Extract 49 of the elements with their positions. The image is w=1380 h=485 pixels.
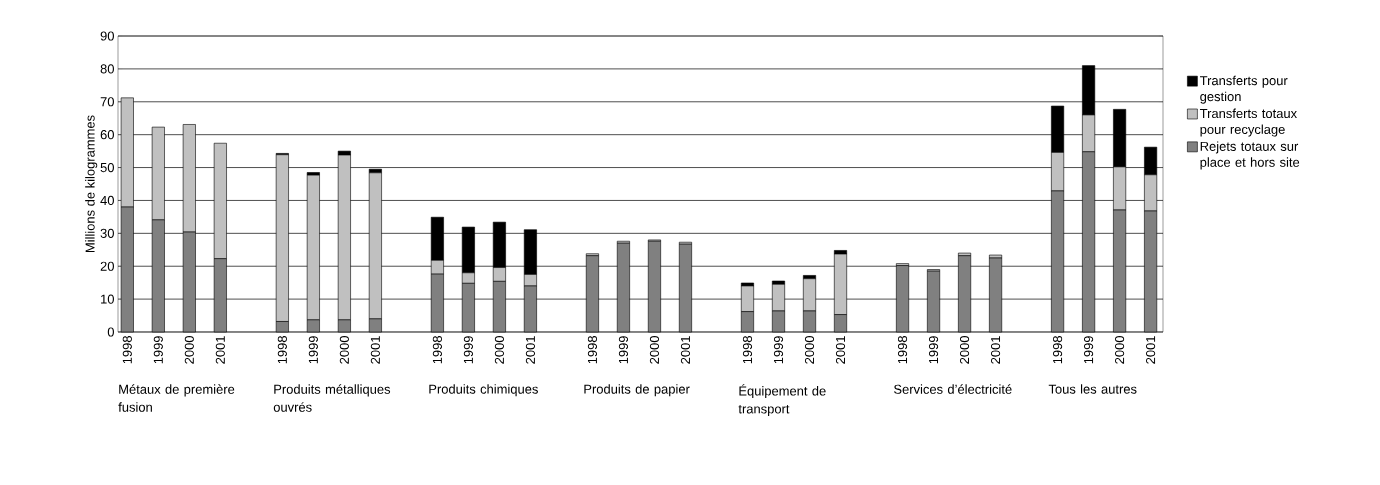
x-tick-label: 1998 bbox=[122, 336, 132, 364]
y-tick-label: 10 bbox=[101, 294, 114, 304]
x-tick-label: 2000 bbox=[649, 336, 660, 364]
x-tick-label: 2000 bbox=[494, 336, 504, 364]
text: Équipement de transport bbox=[738, 384, 826, 417]
y-tick-label: 40 bbox=[100, 195, 114, 206]
x-tick-label: 1998 bbox=[277, 336, 287, 364]
x-tick-label: 2000 bbox=[184, 336, 194, 364]
x-tick-label: 1999 bbox=[928, 336, 939, 364]
text: Métaux de première fusion bbox=[118, 384, 235, 412]
x-tick-label: 1999 bbox=[773, 336, 784, 364]
y-tick-label: 80 bbox=[100, 64, 114, 74]
x-tick-label: 1998 bbox=[897, 336, 908, 364]
y-tick-label: 20 bbox=[100, 261, 114, 271]
x-tick-label: 1998 bbox=[432, 336, 442, 364]
y-tick-label: 90 bbox=[100, 31, 114, 41]
text: Produits métalliques ouvrés bbox=[273, 384, 391, 412]
x-tick-label: 2001 bbox=[680, 336, 691, 364]
y-axis-title: Millions de kilogrammes bbox=[85, 115, 98, 253]
x-tick-label: 1999 bbox=[153, 336, 163, 364]
y-tick-label: 60 bbox=[100, 130, 114, 140]
y-tick-label: 30 bbox=[100, 228, 114, 238]
x-tick-label: 1999 bbox=[618, 336, 629, 364]
text: Services d’électricité bbox=[894, 384, 1012, 394]
x-tick-label: 1999 bbox=[308, 336, 318, 364]
y-tick-label: 0 bbox=[107, 327, 114, 337]
x-tick-label: 2001 bbox=[835, 336, 846, 364]
x-tick-label: 2001 bbox=[525, 336, 535, 364]
legend-label: Transferts pour gestion bbox=[1199, 75, 1288, 104]
legend-label: Transferts totaux pour recyclage bbox=[1199, 108, 1297, 137]
text: Tous les autres bbox=[1048, 384, 1137, 394]
x-tick-label: 2001 bbox=[1146, 336, 1156, 364]
x-tick-label: 2000 bbox=[959, 336, 970, 364]
text: Produits chimiques bbox=[429, 384, 538, 397]
x-tick-label: 1999 bbox=[1083, 336, 1094, 364]
y-tick-label: 50 bbox=[100, 162, 114, 173]
x-tick-label: 1999 bbox=[463, 336, 473, 364]
y-tick-label: 70 bbox=[100, 97, 114, 107]
x-tick-label: 2001 bbox=[370, 336, 380, 364]
x-tick-label: 1998 bbox=[587, 336, 598, 364]
x-tick-label: 1998 bbox=[742, 336, 753, 364]
x-tick-label: 2000 bbox=[804, 336, 815, 364]
x-tick-label: 1998 bbox=[1052, 336, 1063, 364]
legend-label: Rejets totaux sur place et hors site bbox=[1200, 141, 1300, 170]
x-tick-label: 2001 bbox=[215, 336, 225, 364]
text: Produits de papier bbox=[584, 384, 690, 397]
x-tick-label: 2000 bbox=[1115, 336, 1125, 364]
x-tick-label: 2000 bbox=[339, 336, 349, 364]
x-tick-label: 2001 bbox=[990, 336, 1001, 364]
